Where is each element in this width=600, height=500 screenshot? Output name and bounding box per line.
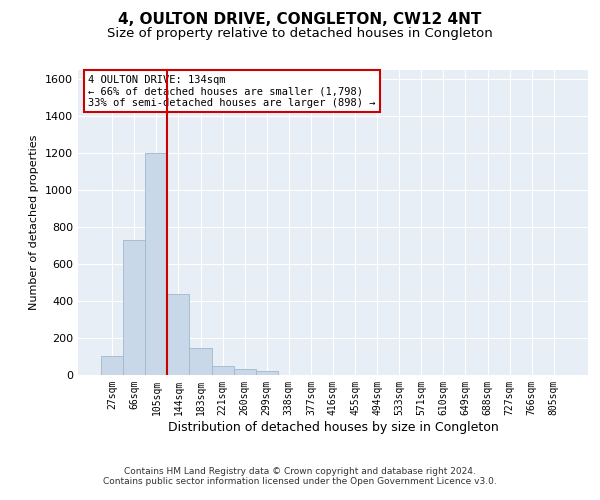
Bar bbox=[256, 372, 278, 375]
Bar bbox=[123, 240, 145, 375]
Text: 4 OULTON DRIVE: 134sqm
← 66% of detached houses are smaller (1,798)
33% of semi-: 4 OULTON DRIVE: 134sqm ← 66% of detached… bbox=[88, 74, 376, 108]
Bar bbox=[101, 356, 123, 375]
Text: Contains public sector information licensed under the Open Government Licence v3: Contains public sector information licen… bbox=[103, 477, 497, 486]
Bar bbox=[145, 153, 167, 375]
Y-axis label: Number of detached properties: Number of detached properties bbox=[29, 135, 40, 310]
Bar bbox=[190, 348, 212, 375]
Bar bbox=[167, 294, 190, 375]
Text: 4, OULTON DRIVE, CONGLETON, CW12 4NT: 4, OULTON DRIVE, CONGLETON, CW12 4NT bbox=[118, 12, 482, 28]
Text: Size of property relative to detached houses in Congleton: Size of property relative to detached ho… bbox=[107, 28, 493, 40]
Bar bbox=[212, 366, 233, 375]
X-axis label: Distribution of detached houses by size in Congleton: Distribution of detached houses by size … bbox=[167, 420, 499, 434]
Bar bbox=[233, 370, 256, 375]
Text: Contains HM Land Registry data © Crown copyright and database right 2024.: Contains HM Land Registry data © Crown c… bbox=[124, 467, 476, 476]
